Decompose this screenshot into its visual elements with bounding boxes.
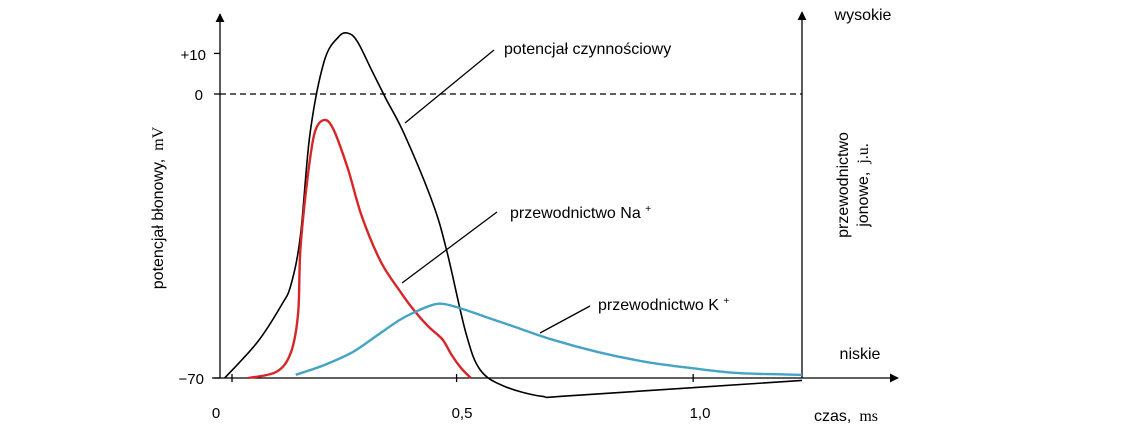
na-conductance-line [248, 118, 472, 380]
y-axis-left-title-unit: mV [150, 126, 167, 150]
y-axis-left-title: potencjał błonowy, mV [150, 126, 167, 289]
y-axis-right-title-line2: jonowe, j.u. [855, 143, 872, 228]
annotation-action-potential: potencjał czynnościowy [504, 41, 671, 58]
y-tick-label-minus70: −70 [179, 371, 204, 388]
right-axis-bottom-label: niskie [840, 346, 881, 363]
annotation-na-conductance-sup: + [645, 204, 651, 215]
x-tick-label-0: 0 [212, 405, 220, 422]
right-axis-top-label: wysokie [834, 7, 892, 24]
x-tick-label-1-0: 1,0 [690, 405, 711, 422]
leader-layer [401, 49, 591, 334]
x-axis-title-text: czas, [814, 408, 851, 425]
y-axis-right-title-line1: przewodnictwo [835, 132, 852, 238]
action-potential-line [224, 32, 803, 399]
annotation-k-conductance: przewodnictwo K + [598, 296, 729, 314]
y-axis-right-title-line2-unit: j.u. [855, 143, 872, 164]
annotation-na-conductance-text: przewodnictwo Na [510, 205, 641, 222]
leader-action-potential [404, 49, 495, 124]
annotation-k-conductance-sup: + [723, 296, 729, 307]
axes [212, 11, 899, 383]
leader-na-conductance [401, 211, 498, 284]
k-conductance-line [295, 302, 803, 376]
y-tick-label-plus10: +10 [181, 47, 206, 64]
y-axis-right-title-line2-text: jonowe, [855, 172, 872, 228]
series-layer [224, 32, 803, 399]
leader-k-conductance [539, 305, 591, 334]
ticks [214, 52, 694, 382]
x-axis-title: czas, ms [814, 408, 878, 425]
x-axis-title-unit: ms [859, 408, 878, 425]
y-tick-label-0: 0 [195, 87, 203, 104]
x-tick-label-0-5: 0,5 [452, 405, 473, 422]
annotation-k-conductance-text: przewodnictwo K [598, 297, 719, 314]
annotation-na-conductance: przewodnictwo Na + [510, 204, 651, 222]
y-axis-left-title-text: potencjał błonowy, [150, 159, 167, 289]
